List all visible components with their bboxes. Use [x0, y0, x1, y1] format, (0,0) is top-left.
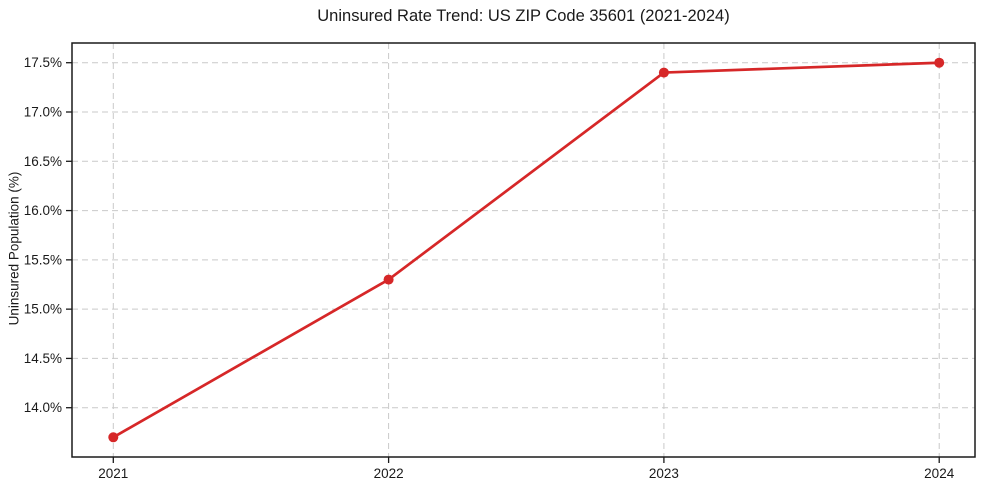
y-tick-label: 15.0% [24, 302, 62, 317]
x-tick-label: 2024 [924, 466, 955, 481]
data-point [383, 274, 394, 285]
y-tick-label: 16.5% [24, 154, 62, 169]
y-tick-label: 14.5% [24, 351, 62, 366]
y-tick-label: 16.0% [24, 203, 62, 218]
x-tick-label: 2022 [374, 466, 404, 481]
trend-line [111, 61, 941, 439]
data-point [658, 67, 669, 78]
y-tick-label: 15.5% [24, 252, 62, 267]
y-tick-label: 17.0% [24, 105, 62, 120]
x-tick-label: 2023 [649, 466, 679, 481]
plot-border [71, 42, 976, 458]
chart-title: Uninsured Rate Trend: US ZIP Code 35601 … [317, 7, 730, 25]
data-point [108, 432, 119, 443]
data-point [934, 57, 945, 68]
y-tick-label: 14.0% [24, 400, 62, 415]
y-tick-label: 17.5% [24, 55, 62, 70]
x-tick-label: 2021 [98, 466, 128, 481]
y-axis-label: Uninsured Population (%) [6, 171, 22, 326]
